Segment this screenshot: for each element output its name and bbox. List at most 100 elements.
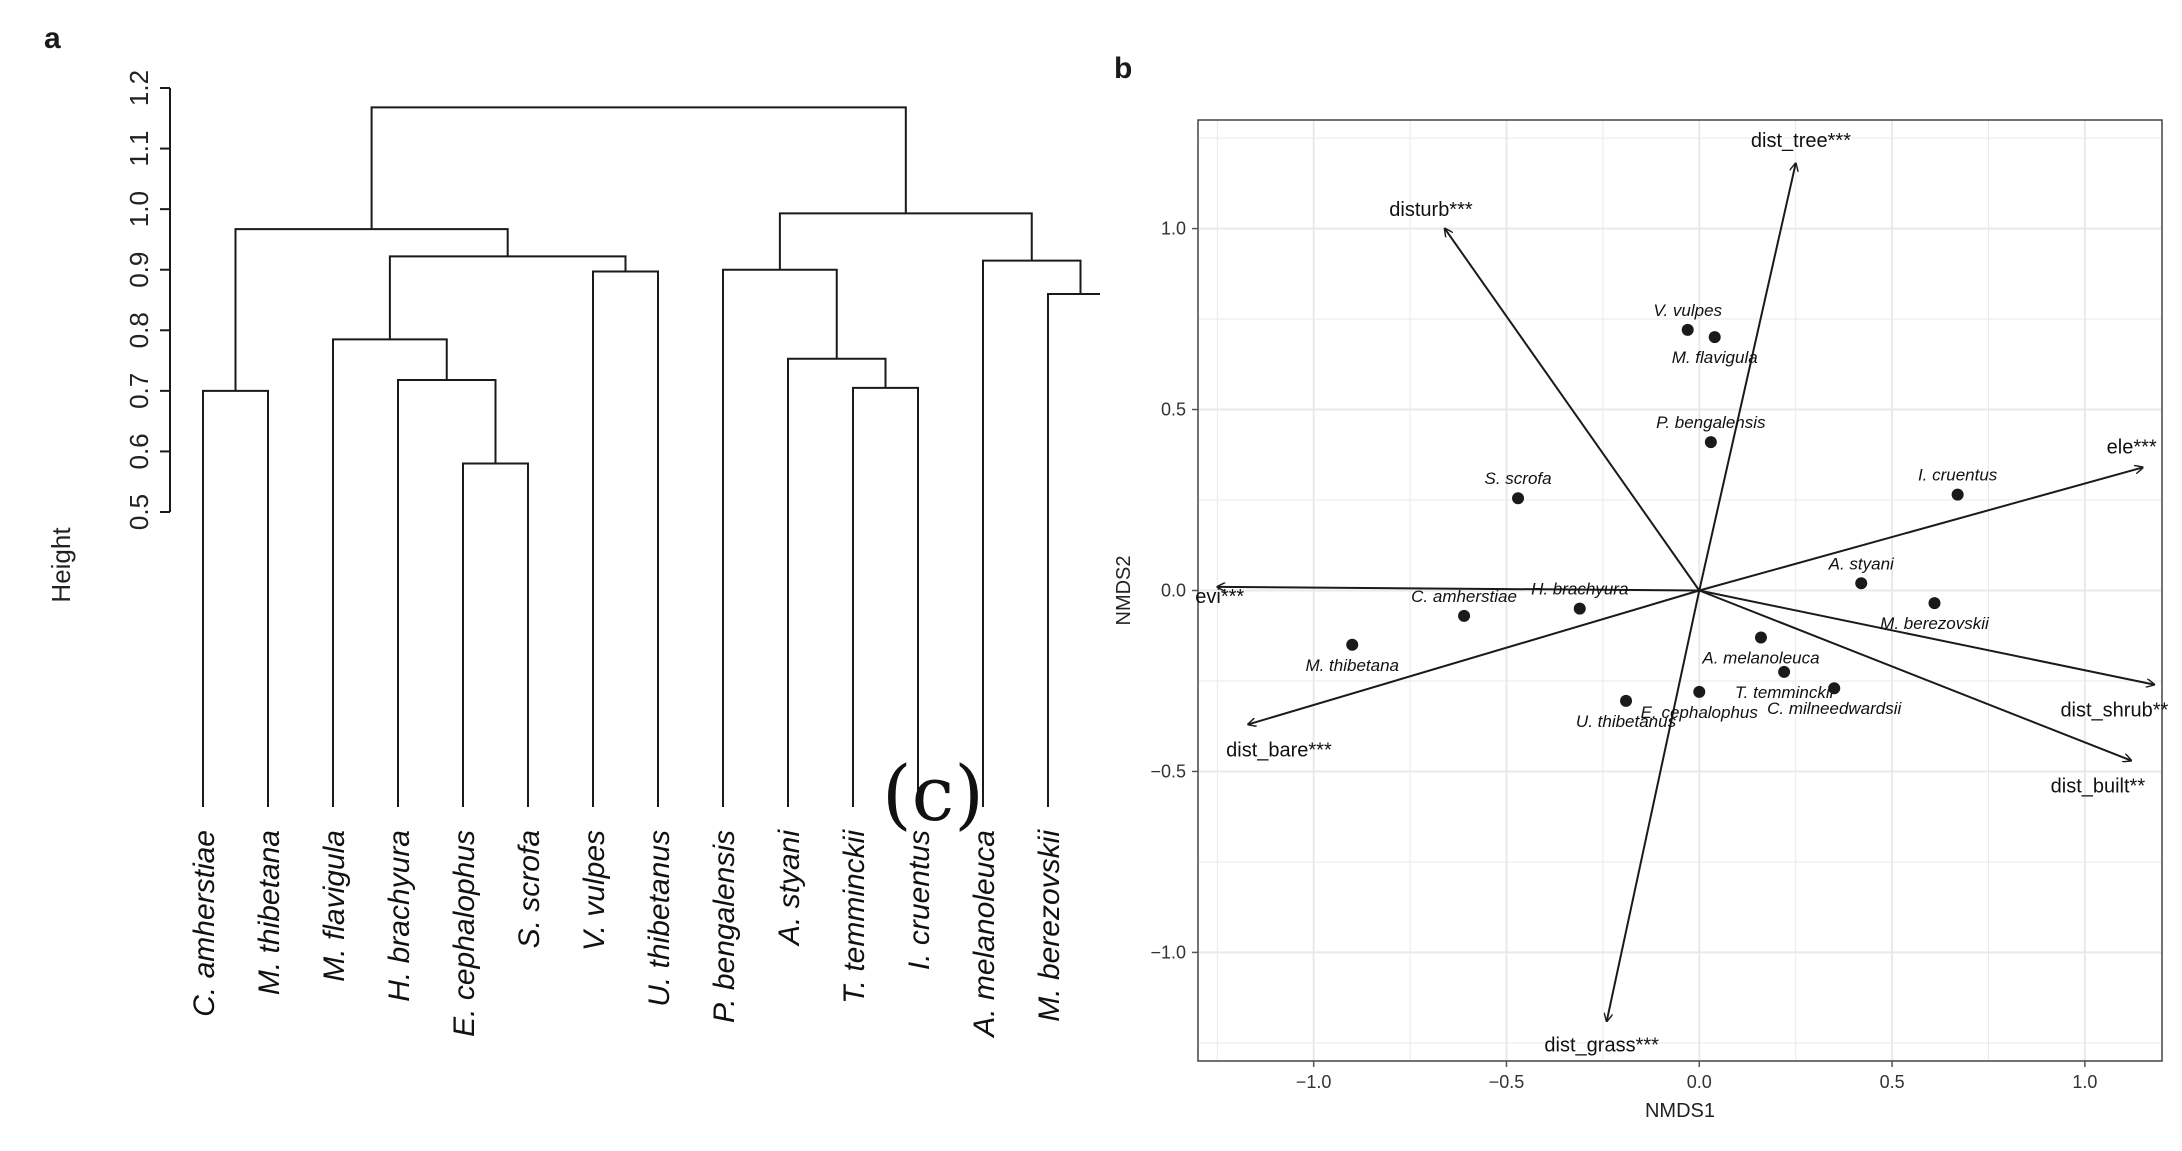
dendrogram-chart: 0.5 0.6 0.7 0.8 0.9 1.0 1.1 1.2 Height C. amherst… xyxy=(46,70,1100,1067)
dendrogram-link xyxy=(234,228,509,391)
species-point xyxy=(1693,685,1706,698)
nmds-x-tick-label: −0.5 xyxy=(1489,1072,1525,1092)
dendrogram-leaf-label: U. thibetanus xyxy=(643,830,676,1007)
species-point xyxy=(1704,436,1717,449)
dendro-y-tick-label: 0.8 xyxy=(124,312,154,348)
dendrogram-link xyxy=(462,462,529,807)
env-vector-arrow xyxy=(1445,229,1701,592)
species-point-label: M. thibetana xyxy=(1305,656,1399,675)
dendrogram-link xyxy=(397,378,497,807)
species-point xyxy=(1855,577,1868,590)
dendrogram-link xyxy=(388,255,627,340)
dendrogram-leaf-label: I. cruentus xyxy=(903,830,936,970)
species-point xyxy=(1951,488,1964,501)
dendrogram-leaf-label: A. melanoleuca xyxy=(968,830,1001,1039)
dendrogram-link xyxy=(202,389,269,807)
species-point-label: H. brachyura xyxy=(1531,580,1628,599)
env-vector-arrow xyxy=(1699,467,2142,592)
nmds-y-tick-label: −1.0 xyxy=(1150,942,1186,962)
dendrogram-link xyxy=(778,212,1033,270)
dendrogram-leaf-label: S. scrofa xyxy=(513,830,546,948)
env-vector-arrow xyxy=(1607,590,1701,1022)
species-point xyxy=(1458,609,1471,622)
env-vector-arrow xyxy=(1698,163,1795,591)
species-point-label: U. thibetanus xyxy=(1576,712,1677,731)
species-point xyxy=(1708,331,1721,344)
species-point-label: M. berezovskii xyxy=(1880,614,1990,633)
nmds-x-axis-title: NMDS1 xyxy=(1645,1100,1715,1122)
dendrogram-leaf-label: M. flavigula xyxy=(318,830,351,982)
env-vector-arrow xyxy=(1248,589,1700,725)
dendro-y-tick-label: 0.9 xyxy=(124,252,154,288)
species-point-label: A. melanoleuca xyxy=(1701,649,1819,668)
dendrogram-leaf-label: H. brachyura xyxy=(383,830,416,1002)
nmds-x-tick-label: 0.5 xyxy=(1880,1072,1905,1092)
species-point-label: E. cephalophus xyxy=(1641,703,1759,722)
dendrogram-link xyxy=(787,357,887,807)
dendro-y-tick-label: 0.7 xyxy=(124,373,154,409)
env-vector-label: evi*** xyxy=(1195,586,1244,608)
dendrogram-link xyxy=(370,106,907,230)
species-point-label: C. amherstiae xyxy=(1411,587,1517,606)
species-point xyxy=(1828,682,1841,695)
nmds-y-tick-label: 1.0 xyxy=(1161,219,1186,239)
dendrogram-leaf-label: C. milneedwardsii xyxy=(1098,829,1100,1067)
species-point-label: P. bengalensis xyxy=(1656,413,1766,432)
dendrogram-link xyxy=(852,386,919,807)
panel-a-label: a xyxy=(44,22,61,55)
env-vector-label: dist_grass*** xyxy=(1544,1035,1659,1057)
panel-b-label: b xyxy=(1114,52,1133,85)
dendro-y-tick-label: 0.6 xyxy=(124,433,154,469)
species-point xyxy=(1346,638,1359,651)
dendro-y-axis-title: Height xyxy=(46,527,76,603)
nmds-panel-border xyxy=(1197,119,2163,1062)
env-vector-label: dist_built** xyxy=(2051,776,2146,798)
dendrogram-leaf-label: M. berezovskii xyxy=(1033,829,1066,1022)
nmds-y-tick-label: 0.5 xyxy=(1161,400,1186,420)
dendrogram-leaf-label: E. cephalophus xyxy=(448,830,481,1037)
species-point-label: I. cruentus xyxy=(1918,466,1998,485)
species-point xyxy=(1928,597,1941,610)
dendrogram-leaf-label: A. styani xyxy=(773,829,806,947)
dendrogram-link xyxy=(982,259,1082,807)
nmds-x-tick-label: 0.0 xyxy=(1687,1072,1712,1092)
species-point-label: S. scrofa xyxy=(1485,469,1552,488)
env-vector-label: ele*** xyxy=(2107,436,2157,458)
dendrogram-link xyxy=(1047,292,1100,807)
dendro-y-tick-label: 0.5 xyxy=(124,494,154,530)
nmds-x-tick-label: −1.0 xyxy=(1296,1072,1332,1092)
species-point-label: V. vulpes xyxy=(1653,301,1722,320)
nmds-y-tick-label: −0.5 xyxy=(1150,761,1186,781)
nmds-x-tick-label: 1.0 xyxy=(2072,1072,2097,1092)
dendro-y-tick-label: 1.1 xyxy=(124,130,154,166)
dendro-y-tick-label: 1.2 xyxy=(124,70,154,106)
env-vector-label: disturb*** xyxy=(1389,199,1473,221)
species-point xyxy=(1512,492,1525,505)
env-vector-label: dist_tree*** xyxy=(1751,130,1851,152)
species-point xyxy=(1778,665,1791,678)
dendro-y-tick-label: 1.0 xyxy=(124,191,154,227)
species-point-label: A. styani xyxy=(1828,554,1895,573)
dendrogram-leaf-label: V. vulpes xyxy=(578,830,611,951)
nmds-y-tick-label: 0.0 xyxy=(1161,581,1186,601)
dendrogram-leaf-label: T. temminckii xyxy=(838,829,871,1004)
dendrogram-link xyxy=(332,338,448,807)
species-point xyxy=(1681,323,1694,336)
species-point-label: C. milneedwardsii xyxy=(1767,699,1902,718)
dendrogram-link xyxy=(592,270,659,807)
species-point-label: T. temminckii xyxy=(1735,683,1835,702)
species-point-label: M. flavigula xyxy=(1672,348,1758,367)
env-vector-label: dist_shrub** xyxy=(2060,700,2168,722)
species-point xyxy=(1573,602,1586,615)
dendrogram-leaf-label: M. thibetana xyxy=(253,830,286,995)
env-vector-label: dist_bare*** xyxy=(1226,739,1332,761)
species-point xyxy=(1754,631,1767,644)
dendrogram-leaf-label: C. amherstiae xyxy=(188,830,221,1017)
env-vector-arrow xyxy=(1699,589,2154,685)
env-vector-arrow xyxy=(1698,589,2131,761)
dendrogram-link xyxy=(722,268,838,807)
nmds-y-axis-title: NMDS2 xyxy=(1113,555,1135,625)
dendrogram-leaf-label: P. bengalensis xyxy=(708,830,741,1023)
env-vector-arrow xyxy=(1217,587,1700,592)
species-point xyxy=(1620,694,1633,707)
